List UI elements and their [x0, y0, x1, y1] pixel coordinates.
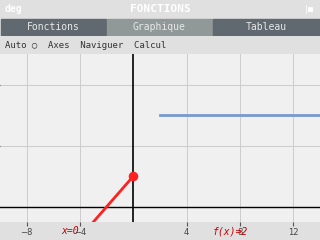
Text: f(x)=2: f(x)=2 [213, 226, 248, 236]
Text: x=0: x=0 [61, 226, 79, 236]
Text: |■: |■ [304, 5, 314, 13]
Text: Fonctions: Fonctions [27, 22, 79, 32]
Text: Auto ○  Axes  Naviguer  Calcul: Auto ○ Axes Naviguer Calcul [5, 41, 166, 49]
Text: Graphique: Graphique [132, 22, 185, 32]
Text: deg: deg [5, 4, 23, 14]
Bar [1, 18, 106, 36]
Text: Tableau: Tableau [245, 22, 287, 32]
Point [131, 174, 136, 178]
Bar [212, 18, 319, 36]
Bar [107, 18, 212, 36]
Text: FONCTIONS: FONCTIONS [130, 4, 190, 14]
